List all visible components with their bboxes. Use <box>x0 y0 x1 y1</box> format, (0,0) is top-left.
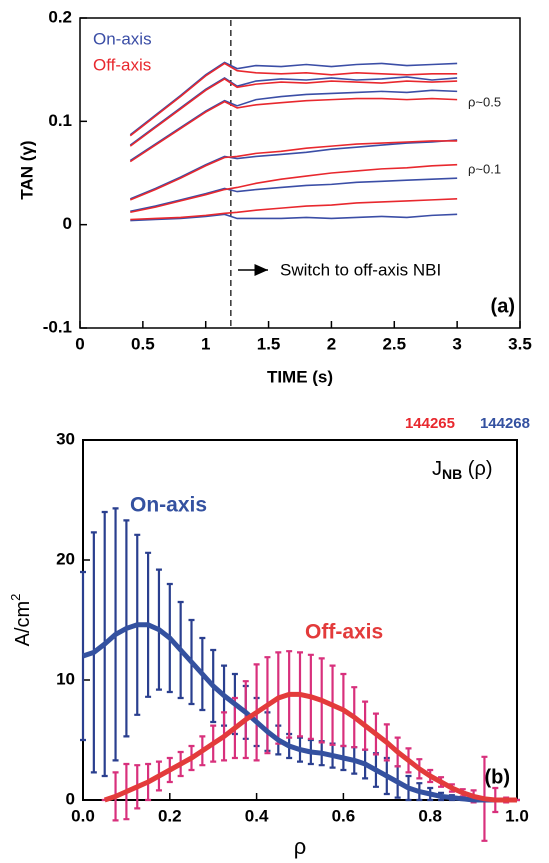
series-line <box>129 62 458 137</box>
y-tick-label: 0 <box>66 789 75 808</box>
y-axis-label: TAN (γ) <box>17 140 36 199</box>
y-axis-label: A/cm2 <box>8 594 34 647</box>
x-tick-label: 0 <box>75 334 84 353</box>
label-part: 2 <box>8 594 23 601</box>
legend-entry: On-axis <box>93 29 152 48</box>
x-tick-label: 1 <box>201 334 210 353</box>
annotation: ρ~0.5 <box>468 94 501 109</box>
panel-label: (b) <box>484 766 510 788</box>
x-tick-label: 0.5 <box>131 334 155 353</box>
x-tick-label: 0.8 <box>418 806 442 825</box>
title-part: J <box>432 458 442 480</box>
y-tick-label: 0.1 <box>48 111 72 130</box>
series-label: Off-axis <box>305 621 383 644</box>
series-line <box>130 213 458 222</box>
series-line <box>130 163 458 214</box>
y-tick-label: 0 <box>63 214 72 233</box>
x-tick-label: 0.6 <box>332 806 356 825</box>
panel-label: (a) <box>491 295 515 317</box>
title-part: NB <box>442 466 462 482</box>
series-label: On-axis <box>130 494 207 517</box>
series-line <box>130 177 458 213</box>
series-line <box>129 97 458 163</box>
series-line <box>129 89 458 162</box>
y-tick-label: 30 <box>56 429 75 448</box>
series-line <box>103 691 517 803</box>
x-tick-label: 1.0 <box>505 806 529 825</box>
x-tick-label: 0.2 <box>158 806 182 825</box>
x-axis-label: ρ <box>294 834 307 859</box>
legend-entry: 144268 <box>480 415 530 432</box>
label-part: A/cm <box>12 601 34 647</box>
series-line <box>130 198 458 221</box>
x-tick-label: 2.5 <box>382 334 406 353</box>
chart-title: JNB (ρ) <box>432 458 493 481</box>
series-line <box>129 140 458 201</box>
x-tick-label: 0.4 <box>245 806 269 825</box>
annotation: ρ~0.1 <box>468 161 501 176</box>
annotation: Switch to off-axis NBI <box>280 260 441 279</box>
series-line <box>129 78 458 147</box>
y-tick-label: 0.2 <box>48 7 72 26</box>
legend-entry: 144265 <box>405 415 455 432</box>
series-line <box>82 622 517 803</box>
x-tick-label: 3.5 <box>508 334 532 353</box>
y-tick-label: 20 <box>56 549 75 568</box>
x-tick-label: 2 <box>327 334 336 353</box>
x-tick-label: 0.0 <box>71 806 95 825</box>
x-axis-label: TIME (s) <box>267 367 333 386</box>
x-tick-label: 3 <box>452 334 461 353</box>
series-line <box>129 139 458 200</box>
title-part: (ρ) <box>462 458 492 480</box>
series-line <box>129 76 458 146</box>
y-tick-label: 10 <box>56 669 75 688</box>
x-tick-label: 1.5 <box>257 334 281 353</box>
plot-frame <box>79 17 521 329</box>
y-tick-label: -0.1 <box>43 317 72 336</box>
legend-entry: Off-axis <box>93 55 151 74</box>
